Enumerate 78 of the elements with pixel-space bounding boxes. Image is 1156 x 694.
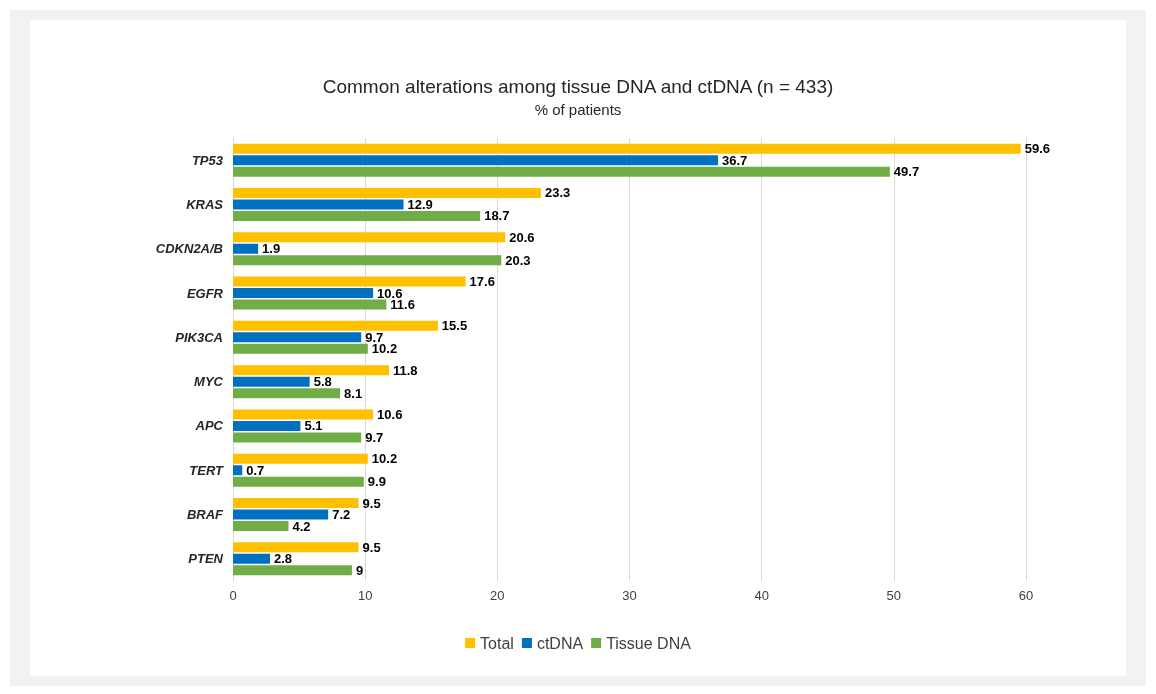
y-tick-label: TERT bbox=[189, 462, 225, 478]
y-tick-label: EGFR bbox=[186, 285, 224, 301]
y-tick-label: MYC bbox=[194, 374, 224, 390]
bar bbox=[233, 143, 1021, 154]
data-label: 9.7 bbox=[365, 429, 384, 445]
bar bbox=[233, 509, 329, 520]
x-tick-label: 40 bbox=[754, 588, 769, 603]
data-label: 8.1 bbox=[344, 385, 363, 401]
y-tick-label: BRAF bbox=[186, 507, 225, 523]
bar bbox=[233, 388, 341, 399]
bar bbox=[233, 232, 506, 243]
bar bbox=[233, 332, 362, 343]
y-tick-label: CDKN2A/B bbox=[155, 241, 223, 257]
legend-label: Total bbox=[480, 634, 514, 652]
bar bbox=[233, 187, 541, 198]
y-tick-label: APC bbox=[194, 418, 224, 434]
bar bbox=[233, 521, 289, 532]
data-label: 49.7 bbox=[893, 164, 920, 180]
bar bbox=[233, 565, 352, 576]
x-tick-label: 0 bbox=[229, 588, 237, 603]
x-tick-label: 60 bbox=[1018, 588, 1034, 603]
y-tick-label: TP53 bbox=[191, 152, 224, 168]
data-label: 11.8 bbox=[392, 362, 418, 378]
bar bbox=[233, 166, 890, 177]
data-label: 7.2 bbox=[332, 507, 351, 523]
data-label: 5.1 bbox=[304, 418, 323, 434]
bar bbox=[233, 553, 271, 564]
data-label: 36.7 bbox=[722, 152, 748, 168]
legend-label: ctDNA bbox=[536, 634, 584, 652]
data-label: 10.2 bbox=[371, 451, 398, 467]
chart-subtitle: % of patients bbox=[534, 101, 622, 118]
bar bbox=[233, 276, 466, 287]
bar bbox=[233, 476, 364, 487]
data-label: 4.2 bbox=[292, 518, 311, 534]
bar bbox=[233, 243, 259, 254]
bar bbox=[233, 365, 389, 376]
bar bbox=[233, 453, 368, 464]
bar bbox=[233, 498, 359, 509]
data-label: 20.6 bbox=[509, 229, 535, 245]
y-tick-label: PIK3CA bbox=[175, 329, 223, 345]
data-label: 9.9 bbox=[367, 474, 386, 490]
x-tick-label: 20 bbox=[490, 588, 505, 603]
bar bbox=[233, 288, 374, 299]
data-label: 10.6 bbox=[377, 406, 403, 422]
bar bbox=[233, 420, 301, 431]
legend-label: Tissue DNA bbox=[606, 634, 692, 652]
x-tick-label: 30 bbox=[622, 588, 637, 603]
data-label: 18.7 bbox=[484, 208, 510, 224]
data-label: 20.3 bbox=[505, 252, 531, 268]
y-tick-label: PTEN bbox=[188, 551, 224, 567]
data-label: 15.5 bbox=[441, 318, 468, 334]
data-label: 5.8 bbox=[313, 374, 332, 390]
bar bbox=[233, 299, 387, 310]
bar bbox=[233, 343, 368, 354]
x-tick-label: 10 bbox=[357, 588, 373, 603]
data-label: 0.7 bbox=[246, 462, 265, 478]
data-label: 23.3 bbox=[544, 185, 571, 201]
bar bbox=[233, 210, 481, 221]
data-label: 12.9 bbox=[407, 196, 433, 212]
bar bbox=[233, 155, 719, 166]
data-label: 9 bbox=[355, 562, 364, 578]
bar bbox=[233, 432, 362, 443]
data-label: 59.6 bbox=[1024, 141, 1051, 157]
data-label: 2.8 bbox=[274, 551, 293, 567]
data-label: 9.5 bbox=[362, 539, 381, 555]
bar bbox=[233, 199, 404, 210]
bar bbox=[233, 409, 374, 420]
y-tick-label: KRAS bbox=[186, 196, 224, 212]
bar bbox=[233, 255, 502, 266]
data-label: 1.9 bbox=[262, 241, 281, 257]
data-label: 9.5 bbox=[362, 495, 381, 511]
bar bbox=[233, 320, 438, 331]
data-label: 17.6 bbox=[469, 274, 495, 290]
bar bbox=[233, 376, 310, 387]
chart-title: Common alterations among tissue DNA and ctDNA (n = 433) bbox=[322, 76, 834, 97]
bar bbox=[233, 542, 359, 553]
x-tick-label: 50 bbox=[886, 588, 902, 603]
bar bbox=[233, 465, 243, 476]
